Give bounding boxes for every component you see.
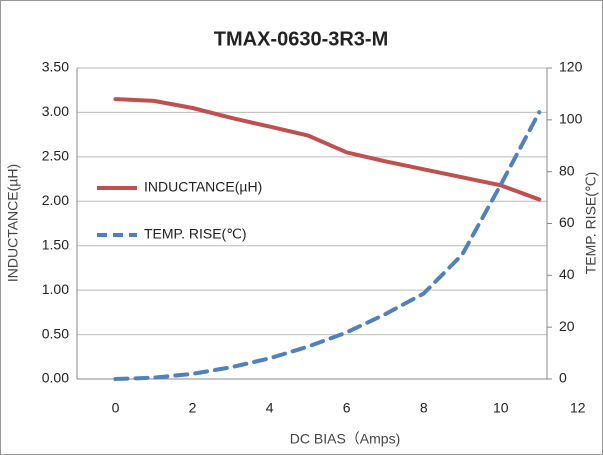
y2-tick-label: 40 xyxy=(559,266,575,282)
legend-label: INDUCTANCE(µH) xyxy=(144,179,262,195)
series-line xyxy=(113,110,542,381)
y-tick-label: 1.50 xyxy=(42,236,69,252)
x-tick-label: 4 xyxy=(266,400,274,416)
x-tick-label: 2 xyxy=(189,400,197,416)
y2-tick-label: 60 xyxy=(559,214,575,230)
y-tick-label: 2.00 xyxy=(42,192,69,208)
series-line xyxy=(113,97,542,202)
y2-tick-label: 100 xyxy=(559,111,583,127)
x-tick-label: 8 xyxy=(420,400,428,416)
y2-tick-label: 20 xyxy=(559,318,575,334)
x-tick-label: 0 xyxy=(112,400,120,416)
y2-axis-label: TEMP. RISE(℃) xyxy=(583,172,599,275)
y-tick-label: 0.50 xyxy=(42,325,69,341)
x-tick-label: 6 xyxy=(343,400,351,416)
y2-tick-label: 120 xyxy=(559,59,583,75)
y-tick-label: 2.50 xyxy=(42,148,69,164)
x-tick-label: 12 xyxy=(570,400,586,416)
y-tick-label: 0.00 xyxy=(42,370,69,386)
chart-title: TMAX-0630-3R3-M xyxy=(214,28,388,50)
x-tick-label: 10 xyxy=(493,400,509,416)
y2-tick-label: 80 xyxy=(559,162,575,178)
y-tick-label: 3.50 xyxy=(42,59,69,75)
legend-label: TEMP. RISE(℃) xyxy=(144,226,247,242)
y2-tick-label: 0 xyxy=(559,370,567,386)
y-tick-label: 1.00 xyxy=(42,281,69,297)
y-tick-label: 3.00 xyxy=(42,103,69,119)
y-axis-label: INDUCTANCE(µH) xyxy=(5,164,21,282)
x-axis-label: DC BIAS（Amps) xyxy=(290,431,400,447)
